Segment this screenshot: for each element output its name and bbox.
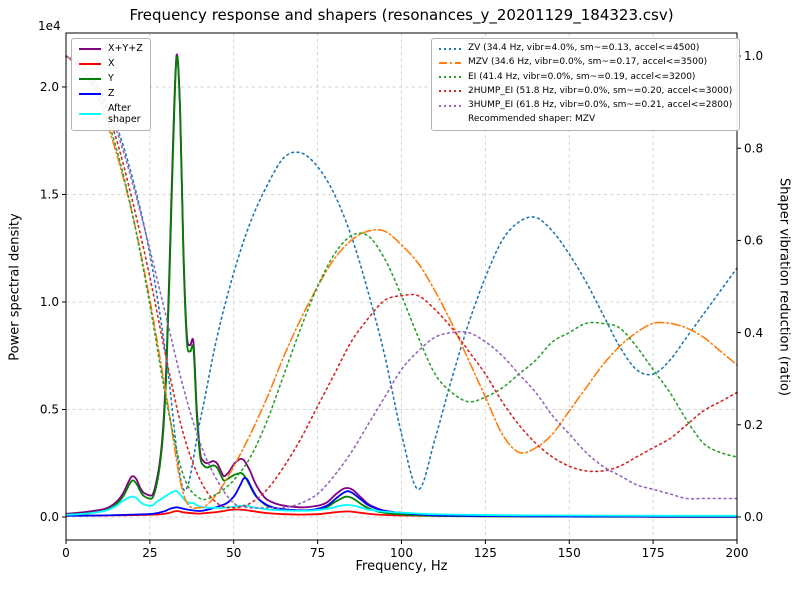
y-axis-left-label: Power spectral density (7, 213, 23, 361)
y-right-tick-label: 0.2 (744, 418, 763, 432)
y-axis-offset-label: 1e4 (38, 19, 61, 33)
y-left-tick-label: 0.5 (40, 403, 59, 417)
shaper-curve-2hump-ei (65, 55, 738, 509)
psd-curve-after-shaper (65, 490, 737, 517)
shaper-curve-3hump-ei (65, 55, 738, 509)
legend-label-y: Y (108, 72, 114, 84)
legend-item-2hump-ei: 2HUMP_EI (51.8 Hz, vibr=0.0%, sm~=0.20, … (439, 86, 732, 97)
legend-label-z: Z (108, 87, 115, 99)
legend-swatch-empty (439, 119, 461, 121)
legend-item-y: Y (79, 73, 143, 85)
y-left-tick-label: 1.0 (40, 295, 59, 309)
psd-curve-x (65, 508, 737, 518)
legend-item-mzv: MZV (34.6 Hz, vibr=0.0%, sm~=0.17, accel… (439, 57, 732, 68)
legend-swatch-x (79, 62, 101, 65)
legend-label-after-shaper: After shaper (108, 102, 141, 126)
legend-label-mzv: MZV (34.6 Hz, vibr=0.0%, sm~=0.17, accel… (468, 57, 708, 68)
legend-label-x: X (108, 57, 115, 69)
x-axis-label: Frequency, Hz (355, 559, 448, 574)
y-left-tick-label: 2.0 (40, 80, 59, 94)
legend-item-recommended-shaper: Recommended shaper: MZV (439, 114, 732, 125)
shaper-legend: ZV (34.4 Hz, vibr=4.0%, sm~=0.13, accel<… (431, 38, 741, 131)
legend-label-ei: EI (41.4 Hz, vibr=0.0%, sm~=0.19, accel<… (468, 71, 696, 82)
legend-swatch-y (79, 77, 101, 80)
y-axis-right-label: Shaper vibration reduction (ratio) (776, 178, 792, 396)
legend-item-ei: EI (41.4 Hz, vibr=0.0%, sm~=0.19, accel<… (439, 72, 732, 83)
shaper-curve-mzv (65, 55, 738, 509)
y-left-tick-label: 0.0 (40, 510, 59, 524)
legend-swatch-zv (439, 47, 461, 50)
x-tick-label: 175 (642, 546, 665, 560)
x-tick-label: 50 (226, 546, 241, 560)
chart-title: Frequency response and shapers (resonanc… (129, 6, 674, 24)
legend-item-zv: ZV (34.4 Hz, vibr=4.0%, sm~=0.13, accel<… (439, 43, 732, 54)
legend-item-x: X (79, 58, 143, 70)
legend-swatch-z (79, 92, 101, 95)
legend-label-3hump-ei: 3HUMP_EI (61.8 Hz, vibr=0.0%, sm~=0.21, … (468, 100, 733, 110)
x-tick-label: 200 (726, 546, 749, 560)
x-tick-label: 100 (390, 546, 413, 560)
legend-label-xyz: X+Y+Z (108, 43, 143, 54)
legend-swatch-mzv (439, 61, 461, 64)
legend-label-zv: ZV (34.4 Hz, vibr=4.0%, sm~=0.13, accel<… (468, 43, 700, 53)
legend-item-after-shaper: After shaper (79, 103, 143, 127)
legend-item-xyz: X+Y+Z (79, 43, 143, 55)
y-right-tick-label: 0.0 (744, 510, 763, 524)
recommended-shaper-text: Recommended shaper: MZV (468, 114, 596, 125)
legend-label-2hump-ei: 2HUMP_EI (51.8 Hz, vibr=0.0%, sm~=0.20, … (468, 85, 733, 96)
x-tick-label: 125 (474, 546, 497, 560)
legend-swatch-ei (439, 76, 461, 79)
x-tick-label: 25 (142, 546, 157, 560)
legend-swatch-xyz (79, 47, 101, 50)
legend-swatch-after-shaper (79, 113, 101, 116)
psd-curve-y (65, 55, 737, 518)
y-right-tick-label: 0.4 (744, 326, 763, 340)
x-tick-label: 75 (310, 546, 325, 560)
y-right-tick-label: 1.0 (744, 49, 763, 63)
legend-swatch-2hump-ei (439, 90, 461, 93)
y-right-tick-label: 0.8 (744, 141, 763, 155)
y-left-tick-label: 1.5 (40, 188, 59, 202)
legend-item-3hump-ei: 3HUMP_EI (61.8 Hz, vibr=0.0%, sm~=0.21, … (439, 100, 732, 111)
legend-item-z: Z (79, 88, 143, 100)
legend-swatch-3hump-ei (439, 104, 461, 107)
y-right-tick-label: 0.6 (744, 234, 763, 248)
psd-legend: X+Y+Z X Y Z After shaper (71, 38, 151, 132)
x-tick-label: 0 (62, 546, 70, 560)
shaper-curve-ei (65, 55, 738, 501)
x-tick-label: 150 (558, 546, 581, 560)
